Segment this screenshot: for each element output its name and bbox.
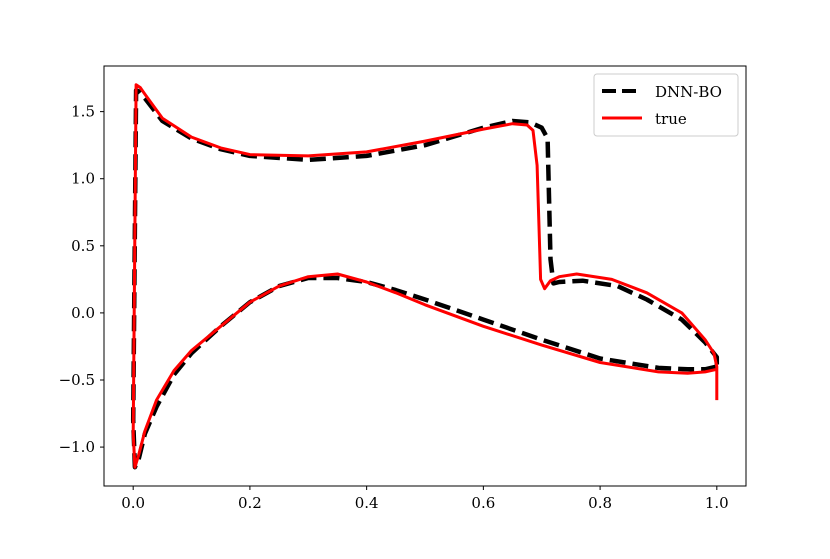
y-tick-label: −1.0	[59, 438, 95, 456]
x-tick-label: 0.4	[355, 494, 379, 512]
legend: DNN-BO true	[593, 73, 739, 137]
y-tick-label: 1.5	[71, 103, 95, 121]
y-tick-label: −0.5	[59, 371, 95, 389]
legend-label-true: true	[655, 110, 687, 128]
series-line-true	[131, 83, 719, 469]
x-tick-label: 1.0	[705, 494, 729, 512]
series-line-dnn-bo	[130, 87, 720, 470]
legend-label-dnn-bo: DNN-BO	[655, 83, 722, 101]
y-tick-label: 0.5	[71, 237, 95, 255]
x-tick-label: 0.6	[471, 494, 495, 512]
x-tick-label: 0.8	[588, 494, 612, 512]
y-tick-label: 0.0	[71, 304, 95, 322]
y-axis: −1.0 −0.5 0.0 0.5 1.0 1.5	[59, 103, 104, 456]
x-axis: 0.0 0.2 0.4 0.6 0.8 1.0	[121, 486, 729, 512]
plot-frame	[103, 65, 747, 487]
x-tick-label: 0.0	[121, 494, 145, 512]
plot-lines	[130, 83, 720, 470]
y-tick-label: 1.0	[71, 170, 95, 188]
x-tick-label: 0.2	[238, 494, 262, 512]
